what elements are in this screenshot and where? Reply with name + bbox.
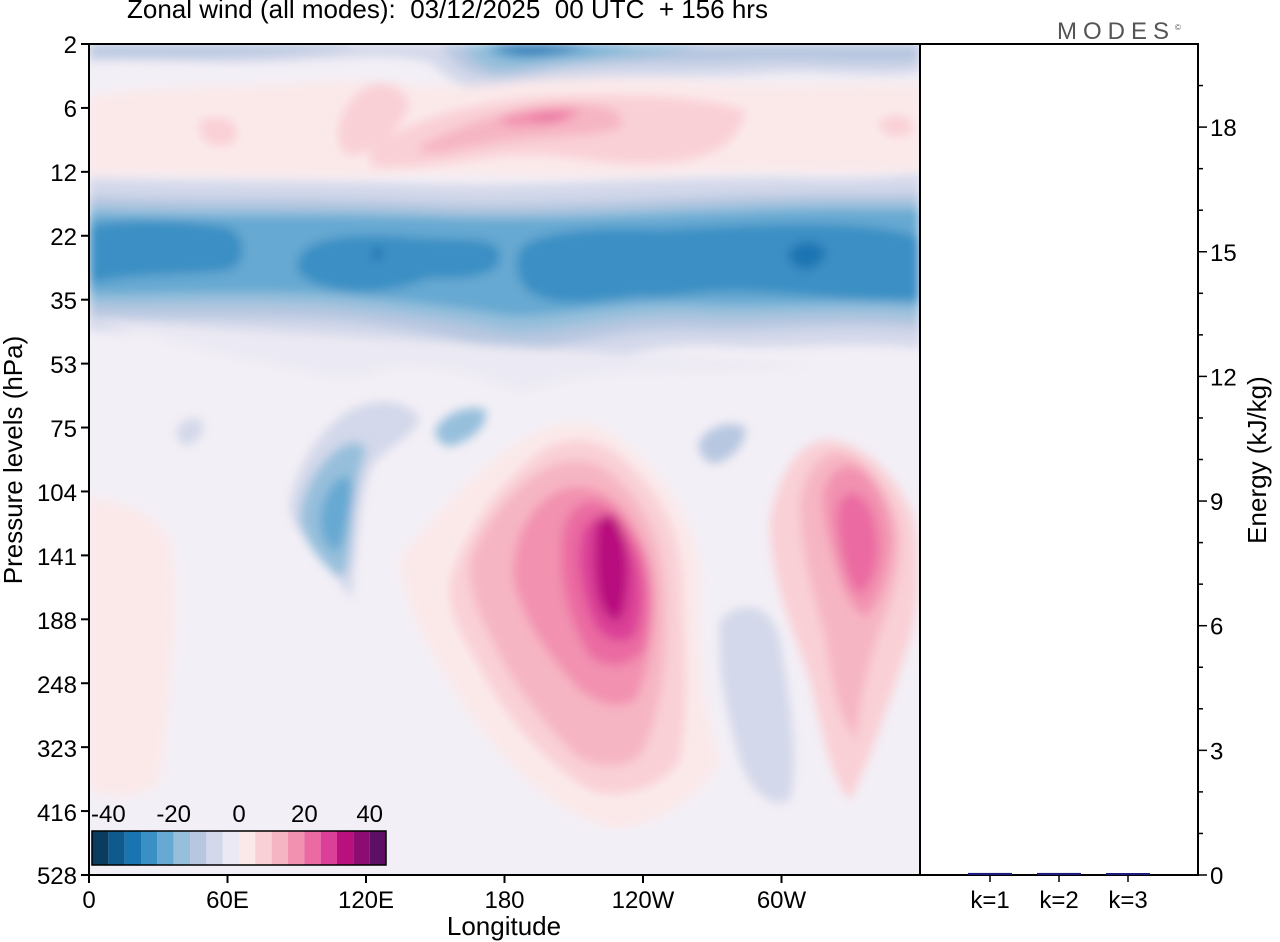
colorbar-swatch (206, 831, 223, 865)
contour-easterly-spot-1 (372, 247, 383, 261)
energy-tick-label: 3 (1210, 738, 1223, 765)
pressure-tick-label: 416 (37, 800, 77, 827)
contour-top-band-west (89, 44, 360, 57)
pressure-tick-label: 2 (64, 32, 77, 59)
pressure-ticks (81, 43, 89, 876)
contour-field (89, 44, 920, 875)
colorbar-labels: -40 -20 0 20 40 (91, 801, 383, 828)
longitude-axis: 0 60E 120E 180 120W 60W (82, 887, 806, 914)
contour-top-core-inner (495, 44, 590, 54)
colorbar-swatch (124, 831, 141, 865)
energy-categories: k=1 k=2 k=3 (970, 875, 1148, 914)
pressure-tick-label: 35 (50, 288, 77, 315)
energy-tick-label: 9 (1210, 489, 1223, 516)
energy-bar (1106, 873, 1150, 875)
pressure-tick-label: 188 (37, 608, 77, 635)
colorbar-swatch (255, 831, 272, 865)
contour-westerly-blob-2 (338, 83, 410, 156)
energy-ticks (1198, 84, 1207, 876)
pressure-tick-label: 323 (37, 736, 77, 763)
contour-westerly-blob-3 (880, 115, 913, 137)
energy-tick-label: 15 (1210, 240, 1237, 267)
colorbar-swatch (157, 831, 174, 865)
contour-easterly-core-west (89, 220, 243, 284)
colorbar-swatch (337, 831, 354, 865)
brand-mark: © (1175, 23, 1181, 32)
colorbar-swatch (239, 831, 256, 865)
energy-panel-frame (919, 43, 1199, 876)
energy-bar (968, 872, 1012, 875)
longitude-tick-label: 120W (612, 887, 675, 914)
contour-west-positive (89, 500, 175, 797)
pressure-tick-label: 248 (37, 672, 77, 699)
colorbar-label: 40 (356, 801, 383, 828)
longitude-tick-label: 120E (338, 887, 394, 914)
pressure-tick-label: 141 (37, 544, 77, 571)
colorbar-swatch (353, 831, 370, 865)
brand-name: MODES (1057, 18, 1176, 45)
longitude-tick-label: 180 (484, 887, 524, 914)
colorbar-swatch (92, 831, 109, 865)
colorbar-swatch (304, 831, 321, 865)
energy-category-label: k=3 (1108, 887, 1147, 914)
pressure-tick-label: 75 (50, 416, 77, 443)
y-axis-title: Pressure levels (hPa) (0, 336, 28, 585)
colorbar-frame (91, 830, 387, 866)
contour-easterly-spot-2 (788, 241, 826, 270)
energy-tick-label: 6 (1210, 614, 1223, 641)
energy-bars (968, 872, 1150, 875)
colorbar-swatch (190, 831, 207, 865)
brand-logo: MODES© (1057, 18, 1181, 46)
contour-jet-core (594, 514, 628, 621)
energy-category-label: k=2 (1039, 887, 1078, 914)
x-axis-title: Longitude (447, 911, 561, 941)
contour-westerly-max (530, 115, 568, 122)
energy-tick-label: 12 (1210, 364, 1237, 391)
longitude-tick-label: 60E (206, 887, 249, 914)
longitude-ticks (88, 875, 783, 883)
energy-axis: 0 3 6 9 12 15 18 (1210, 115, 1237, 890)
energy-tick-label: 18 (1210, 115, 1237, 142)
contour-easterly-patch-2 (698, 424, 746, 464)
colorbar-swatch (108, 831, 125, 865)
pressure-tick-label: 104 (37, 480, 77, 507)
colorbar-swatch (141, 831, 158, 865)
colorbar-swatch (369, 831, 386, 865)
contour-easterly-core-east (516, 224, 920, 303)
pressure-tick-label: 528 (37, 863, 77, 890)
colorbar-label: -40 (91, 801, 126, 828)
contour-lower-easterly-shelf (89, 320, 820, 392)
pressure-tick-label: 12 (50, 160, 77, 187)
colorbar (91, 830, 387, 866)
contour-easterly-core-central (297, 235, 501, 292)
colorbar-swatch (271, 831, 288, 865)
longitude-tick-label: 60W (757, 887, 807, 914)
contour-easterly-lower-tongue (719, 606, 795, 803)
energy-axis-title: Energy (kJ/kg) (1242, 376, 1272, 544)
pressure-tick-label: 53 (50, 352, 77, 379)
energy-bar (1037, 872, 1081, 875)
energy-category-label: k=1 (970, 887, 1009, 914)
colorbar-label: -20 (156, 801, 191, 828)
longitude-tick-label: 0 (82, 887, 95, 914)
colorbar-swatch (288, 831, 305, 865)
chart-title: Zonal wind (all modes): 03/12/2025 00 UT… (127, 0, 768, 24)
pressure-tick-label: 22 (50, 224, 77, 251)
contour-westerly-blob-1 (200, 117, 237, 146)
colorbar-label: 20 (291, 801, 318, 828)
colorbar-label: 0 (232, 801, 245, 828)
contour-easterly-tongue-inner (320, 476, 352, 552)
colorbar-swatch (222, 831, 239, 865)
colorbar-swatch (320, 831, 337, 865)
contour-jet2-core (837, 493, 878, 594)
contour-easterly-patch-3 (176, 418, 204, 446)
contour-easterly-patch-1 (435, 408, 487, 446)
pressure-tick-label: 6 (64, 96, 77, 123)
energy-tick-label: 0 (1210, 863, 1223, 890)
colorbar-swatch (173, 831, 190, 865)
pressure-axis: 2 6 12 22 35 53 75 104 141 188 248 323 4… (37, 32, 77, 890)
